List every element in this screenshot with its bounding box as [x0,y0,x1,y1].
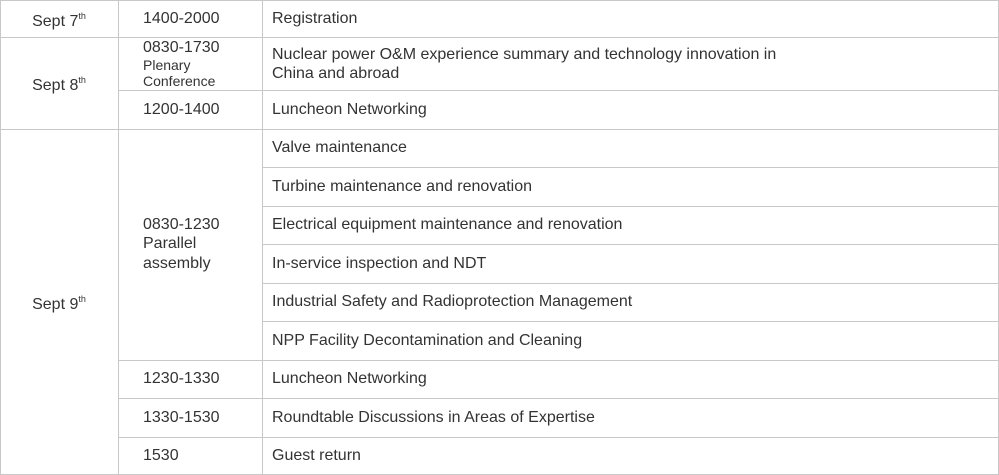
time-range: 1530 [143,447,179,465]
session-cell: Nuclear power O&M experience summary and… [262,37,999,90]
day-suffix: th [78,293,86,304]
session-cell: Electrical equipment maintenance and ren… [262,206,999,245]
day-label: Sept 7th [32,7,86,31]
session-title: Luncheon Networking [272,100,427,118]
session-title: In-service inspection and NDT [272,254,487,272]
session-cell: In-service inspection and NDT [262,244,999,283]
time-cell: 0830-1230 Parallel assembly [118,129,262,360]
column-border [118,0,119,475]
time-cell: 0830-1730 Plenary Conference [118,37,262,90]
session-title: Guest return [272,447,361,465]
day-name: Sept 7 [32,12,79,30]
day-name: Sept 8 [32,76,79,94]
session-cell: Registration [262,0,999,37]
time-cell: 1230-1330 [118,360,262,399]
session-cell: Valve maintenance [262,129,999,168]
time-cell: 1200-1400 [118,90,262,129]
row-border [262,282,999,284]
session-cell: Turbine maintenance and renovation [262,167,999,206]
session-cell: Guest return [262,437,999,475]
day-label: Sept 8th [32,71,86,95]
session-cell: Luncheon Networking [262,90,999,129]
column-border [0,0,1,475]
day-cell: Sept 9th [0,129,118,475]
day-name: Sept 9 [32,295,79,313]
row-border [118,90,999,91]
row-border [262,321,999,322]
day-cell: Sept 7th [0,0,118,37]
session-cell: NPP Facility Decontamination and Cleanin… [262,321,999,360]
time-cell: 1530 [118,437,262,475]
session-title: Roundtable Discussions in Areas of Exper… [272,408,595,426]
session-title: Turbine maintenance and renovation [272,177,533,195]
row-border [0,37,999,38]
session-title: Valve maintenance [272,139,407,157]
session-type: Plenary Conference [143,57,216,89]
row-border [118,398,999,399]
session-title: NPP Facility Decontamination and Cleanin… [272,331,583,349]
time-range: 1200-1400 [143,100,220,118]
day-label: Sept 9th [32,290,86,314]
session-cell: Roundtable Discussions in Areas of Exper… [262,398,999,437]
time-range: 0830-1230 [143,215,220,233]
time-cell: 1400-2000 [118,0,262,37]
row-border [0,128,999,130]
time-range: 0830-1730 [143,39,220,56]
row-border [262,205,999,207]
session-title: Industrial Safety and Radioprotection Ma… [272,293,633,311]
day-suffix: th [78,10,86,21]
time-range: 1330-1530 [143,408,220,426]
column-border [262,0,263,475]
row-border [262,244,999,245]
day-cell: Sept 8th [0,37,118,129]
row-border [118,359,999,361]
session-title: Luncheon Networking [272,370,427,388]
session-title: Nuclear power O&M experience summary and… [272,45,777,82]
row-border [118,436,999,438]
row-border [262,167,999,168]
row-border [0,0,999,1]
session-title: Electrical equipment maintenance and ren… [272,216,623,234]
time-range: 1400-2000 [143,10,220,27]
session-cell: Industrial Safety and Radioprotection Ma… [262,283,999,322]
session-title: Registration [272,10,358,27]
session-cell: Luncheon Networking [262,360,999,399]
day-suffix: th [78,74,86,85]
time-cell: 1330-1530 [118,398,262,437]
session-type: Parallel assembly [143,234,211,272]
time-range: 1230-1330 [143,370,220,388]
